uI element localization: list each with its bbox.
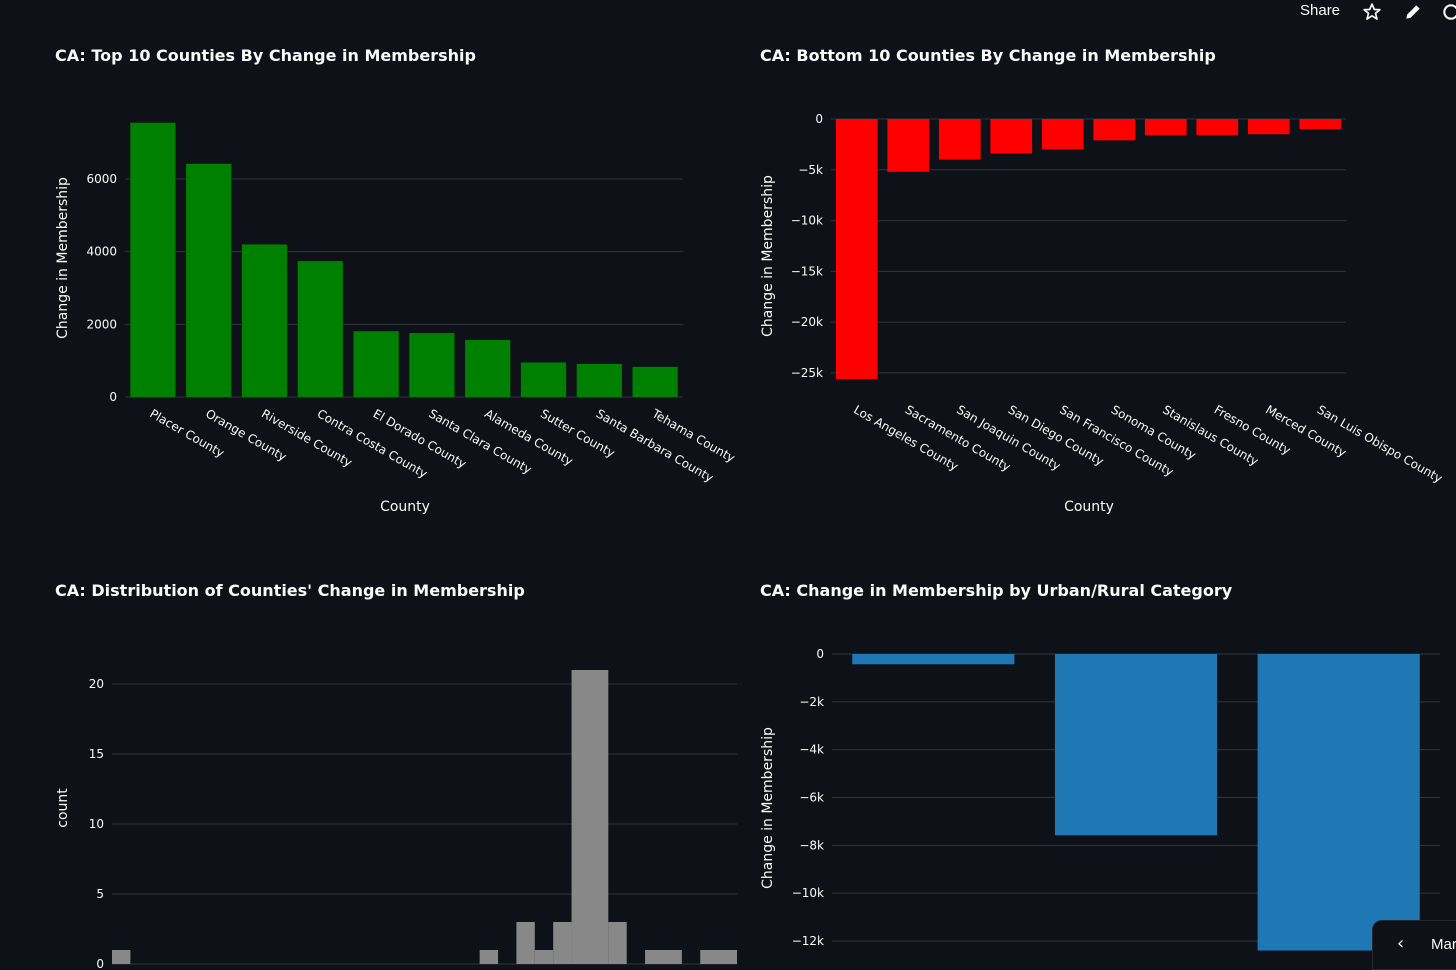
bottom10-chart-title: CA: Bottom 10 Counties By Change in Memb…	[760, 46, 1216, 65]
bottom10-ytick-label: 0	[815, 112, 823, 126]
histogram-bar	[516, 922, 535, 964]
top10-ytick-label: 4000	[86, 245, 117, 259]
histogram-bar	[608, 922, 627, 964]
top10-x-axis-title: County	[380, 499, 430, 515]
urban_rural-ytick-label: −10k	[792, 886, 824, 900]
top10-bar	[297, 261, 343, 397]
bottom10-bar	[990, 119, 1033, 154]
bottom10-ytick-label: −25k	[791, 366, 823, 380]
bottom10-bar	[1299, 119, 1342, 130]
top10-bar	[409, 333, 455, 397]
bottom10-bar	[835, 119, 878, 379]
chevron-left-icon: ‹	[1397, 933, 1405, 954]
urban_rural-ytick-label: −2k	[799, 695, 824, 709]
top10-ytick-label: 0	[109, 390, 117, 404]
top10-bar	[130, 122, 176, 398]
bottom10-ytick-label: −20k	[791, 315, 823, 329]
histogram-bar	[571, 670, 609, 964]
urban_rural-bar	[1054, 654, 1218, 836]
top10-category-label: Santa Clara County	[426, 406, 534, 476]
bottom10-bar	[1144, 119, 1187, 136]
histogram-bar	[700, 950, 737, 964]
top10-bar	[465, 339, 511, 397]
top10-bar	[632, 366, 678, 397]
top10-y-axis-title: Change in Membership	[55, 177, 71, 339]
urban_rural-ytick-label: −8k	[799, 838, 824, 852]
histogram-bar	[112, 950, 131, 964]
urban_rural-ytick-label: −4k	[799, 743, 824, 757]
top10-chart-title: CA: Top 10 Counties By Change in Members…	[55, 46, 476, 65]
distribution-ytick-label: 10	[89, 817, 104, 831]
bottom10-ytick-label: −15k	[791, 264, 823, 278]
bottom10-bar	[1247, 119, 1290, 135]
urban-rural-chart-title: CA: Change in Membership by Urban/Rural …	[760, 581, 1233, 600]
urban_rural-y-axis-title: Change in Membership	[760, 727, 776, 889]
distribution-y-axis-title: count	[55, 788, 71, 828]
bottom10-bar	[1093, 119, 1136, 141]
top10-bar	[520, 362, 567, 397]
star-icon[interactable]	[1361, 2, 1383, 22]
top10-bar	[241, 244, 288, 397]
top10-category-label: Riverside County	[259, 406, 355, 469]
bottom10-bar	[887, 119, 930, 172]
bottom10-bar	[1196, 119, 1239, 136]
github-icon[interactable]	[1440, 2, 1456, 22]
pencil-icon[interactable]	[1402, 2, 1424, 22]
urban_rural-ytick-label: −12k	[792, 934, 824, 948]
histogram-bar	[645, 950, 682, 964]
top10-bar	[576, 363, 622, 397]
bottom10-y-axis-title: Change in Membership	[760, 175, 776, 337]
urban_rural-ytick-label: 0	[816, 647, 824, 661]
bottom10-ytick-label: −10k	[791, 214, 823, 228]
bottom10-category-label: Stanislaus County	[1160, 402, 1261, 468]
bottom10-bar	[938, 119, 981, 160]
distribution-ytick-label: 5	[96, 887, 104, 901]
distribution-ytick-label: 0	[96, 957, 104, 970]
top10-ytick-label: 6000	[86, 172, 117, 186]
manage-app-tab[interactable]: ‹ Mar	[1372, 920, 1456, 970]
distribution-chart-title: CA: Distribution of Counties' Change in …	[55, 581, 525, 600]
bottom10-ytick-label: −5k	[798, 163, 823, 177]
top10-ytick-label: 2000	[86, 317, 117, 331]
top10-category-label: El Dorado County	[371, 406, 469, 471]
share-button[interactable]: Share	[1300, 2, 1341, 19]
distribution-ytick-label: 15	[89, 747, 104, 761]
histogram-bar	[479, 950, 499, 964]
urban_rural-bar	[852, 654, 1015, 665]
histogram-bar	[553, 922, 572, 964]
urban_rural-ytick-label: −6k	[799, 791, 824, 805]
histogram-bar	[534, 950, 554, 964]
top10-bar	[186, 163, 232, 397]
top10-bar	[353, 331, 399, 397]
urban_rural-bar	[1257, 654, 1420, 951]
distribution-ytick-label: 20	[89, 677, 104, 691]
manage-app-label: Mar	[1431, 936, 1456, 953]
bottom10-bar	[1041, 119, 1084, 150]
bottom10-x-axis-title: County	[1064, 499, 1114, 515]
